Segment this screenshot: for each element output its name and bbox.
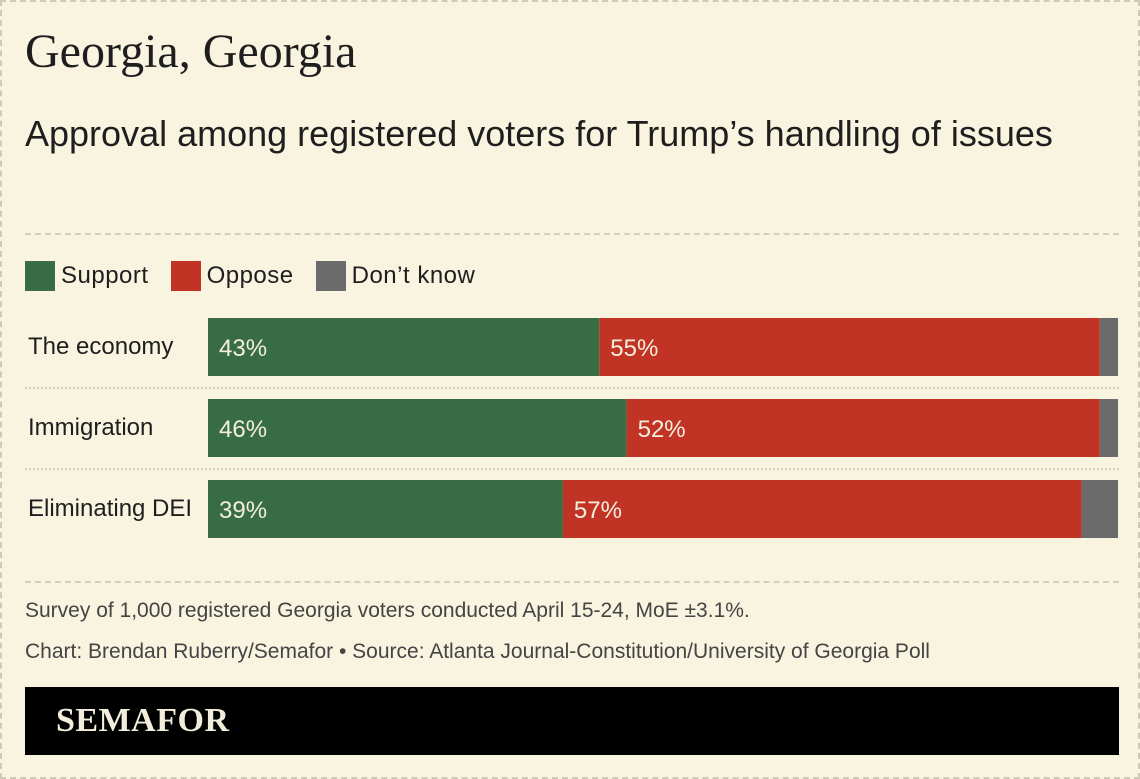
row-separator xyxy=(25,468,1119,470)
bar-eliminating-dei-dont-know xyxy=(1081,480,1118,538)
category-label-economy: The economy xyxy=(28,333,174,360)
legend-label-oppose: Oppose xyxy=(206,262,294,289)
data-label-eliminating-dei-oppose: 57% xyxy=(574,497,622,524)
source-credit: Chart: Brendan Ruberry/Semafor • Source:… xyxy=(25,640,930,663)
data-label-economy-oppose: 55% xyxy=(610,335,658,362)
chart-subtitle: Approval among registered voters for Tru… xyxy=(25,113,1053,154)
bar-immigration-dont-know xyxy=(1099,399,1118,457)
data-label-eliminating-dei-support: 39% xyxy=(219,497,267,524)
category-label-eliminating-dei: Eliminating DEI xyxy=(28,495,193,522)
data-label-economy-support: 43% xyxy=(219,335,267,362)
row-separator xyxy=(25,387,1119,389)
bar-eliminating-dei-support xyxy=(208,480,563,538)
legend-item-oppose: Oppose xyxy=(170,261,294,291)
legend-label-support: Support xyxy=(61,262,149,289)
legend-item-dont-know: Don’t know xyxy=(315,261,476,291)
legend: Support Oppose Don’t know xyxy=(25,259,497,293)
bar-eliminating-dei-oppose xyxy=(562,480,1082,538)
legend-item-support: Support xyxy=(25,261,149,291)
legend-label-dont-know: Don’t know xyxy=(351,262,476,289)
data-label-immigration-oppose: 52% xyxy=(638,416,686,443)
bar-economy-oppose xyxy=(599,318,1100,376)
bottom-divider xyxy=(25,581,1119,583)
legend-swatch-support xyxy=(25,261,55,291)
footer-bar: SEMAFOR xyxy=(25,687,1119,755)
bar-immigration-oppose xyxy=(626,399,1100,457)
top-divider xyxy=(25,233,1119,235)
legend-swatch-dont-know xyxy=(315,261,346,291)
bar-economy-support xyxy=(208,318,600,376)
bar-immigration-support xyxy=(208,399,627,457)
bar-economy-dont-know xyxy=(1099,318,1118,376)
survey-note: Survey of 1,000 registered Georgia voter… xyxy=(25,599,750,622)
legend-swatch-oppose xyxy=(170,261,201,291)
data-label-immigration-support: 46% xyxy=(219,416,267,443)
chart-title: Georgia, Georgia xyxy=(25,25,357,78)
category-label-immigration: Immigration xyxy=(28,414,154,441)
semafor-logo: SEMAFOR xyxy=(56,702,230,739)
